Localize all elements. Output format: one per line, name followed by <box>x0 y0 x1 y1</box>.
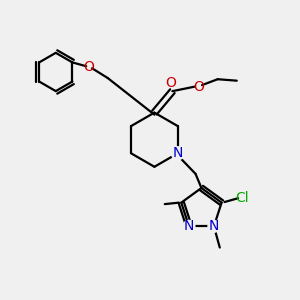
Text: N: N <box>209 219 219 233</box>
Text: O: O <box>83 60 94 74</box>
Text: O: O <box>193 80 204 94</box>
Text: O: O <box>166 76 176 90</box>
Circle shape <box>183 220 195 232</box>
Circle shape <box>208 220 220 232</box>
Text: N: N <box>184 219 194 233</box>
Circle shape <box>171 147 184 160</box>
Text: Cl: Cl <box>235 191 248 205</box>
Text: N: N <box>173 146 183 160</box>
